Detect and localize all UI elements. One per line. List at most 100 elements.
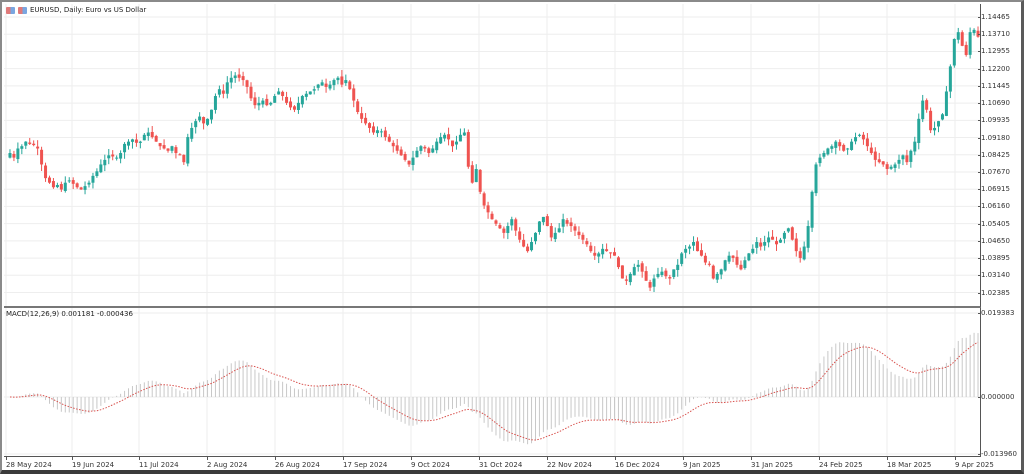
candle xyxy=(549,223,553,242)
candle xyxy=(822,150,826,159)
candle xyxy=(439,132,443,145)
candle xyxy=(316,83,320,91)
candlestick-chart[interactable] xyxy=(4,4,980,306)
price-pane[interactable] xyxy=(4,4,981,308)
price-tick-label: 1.02385 xyxy=(978,288,1010,297)
chart-type-icon[interactable] xyxy=(18,6,27,14)
macd-signal-line xyxy=(9,341,979,441)
candle xyxy=(91,172,95,189)
price-tick-label: 1.09935 xyxy=(978,116,1010,125)
candle xyxy=(281,90,285,101)
candle xyxy=(55,182,59,189)
candle xyxy=(577,226,581,240)
candle xyxy=(340,69,344,88)
candle xyxy=(387,134,391,143)
candle xyxy=(763,235,767,251)
candle xyxy=(755,237,759,254)
candle xyxy=(589,242,593,253)
candle xyxy=(565,218,569,227)
candle xyxy=(747,252,751,262)
date-tick-label: 11 Jul 2024 xyxy=(139,457,179,469)
candle xyxy=(391,140,395,153)
candle xyxy=(198,112,202,123)
candle xyxy=(24,141,28,150)
candle xyxy=(672,269,676,280)
candle xyxy=(494,219,498,227)
candle xyxy=(676,259,680,277)
candle xyxy=(474,164,478,183)
candle xyxy=(166,148,170,153)
candle xyxy=(466,129,470,169)
candle xyxy=(865,133,869,151)
candle xyxy=(47,175,51,184)
candle xyxy=(613,247,617,256)
candle xyxy=(652,274,656,293)
candle xyxy=(533,232,537,245)
candle xyxy=(759,237,763,251)
candle xyxy=(253,92,257,109)
candle xyxy=(237,68,241,82)
candle xyxy=(154,134,158,142)
candle xyxy=(609,252,613,259)
candle xyxy=(178,153,182,156)
candle xyxy=(292,105,296,113)
date-tick-label: 31 Oct 2024 xyxy=(479,457,523,469)
candle xyxy=(537,221,541,235)
time-axis[interactable]: 28 May 2024 19 Jun 2024 11 Jul 2024 2 Aug 2… xyxy=(4,457,994,472)
candle xyxy=(150,126,154,139)
candle xyxy=(834,140,838,155)
price-tick-label: 1.09180 xyxy=(978,133,1010,142)
chart-window-icon[interactable] xyxy=(6,6,15,14)
macd-pane[interactable] xyxy=(4,308,981,457)
candle xyxy=(937,120,941,133)
candle xyxy=(332,78,336,91)
candle xyxy=(680,251,684,267)
candle xyxy=(877,152,881,164)
candle xyxy=(186,133,190,167)
candle xyxy=(403,151,407,162)
candle xyxy=(502,226,506,239)
candle xyxy=(921,94,925,123)
candle xyxy=(569,217,573,232)
candle xyxy=(99,159,103,174)
macd-chart[interactable] xyxy=(4,308,980,456)
price-tick-label: 1.06160 xyxy=(978,202,1010,211)
date-tick-label: 9 Oct 2024 xyxy=(411,457,450,469)
candle xyxy=(739,260,743,271)
candle xyxy=(775,236,779,251)
candle xyxy=(360,106,364,124)
candle xyxy=(719,268,723,280)
candle xyxy=(518,227,522,243)
candle xyxy=(454,135,458,150)
candle xyxy=(107,148,111,165)
candle xyxy=(103,154,107,172)
candle xyxy=(703,252,707,266)
candle xyxy=(545,213,549,227)
candle xyxy=(510,216,514,231)
candle xyxy=(972,28,976,36)
candle xyxy=(364,113,368,126)
candle xyxy=(344,74,348,86)
candle xyxy=(553,227,557,243)
candle xyxy=(881,161,885,167)
candle xyxy=(300,94,304,108)
candle xyxy=(526,243,530,253)
candle xyxy=(909,149,913,168)
candle xyxy=(419,145,423,155)
candle xyxy=(312,86,316,95)
candle xyxy=(427,146,431,158)
candle xyxy=(751,244,755,255)
candle xyxy=(16,142,20,164)
candle xyxy=(379,128,383,138)
candle xyxy=(699,243,703,257)
candle xyxy=(308,91,312,95)
candle xyxy=(960,30,964,47)
candle xyxy=(731,255,735,263)
candle xyxy=(893,162,897,173)
macd-tick-label: -0.013960 xyxy=(978,450,1017,458)
candle xyxy=(12,150,16,162)
candle xyxy=(581,232,585,245)
candle xyxy=(273,93,277,103)
candle xyxy=(557,223,561,233)
